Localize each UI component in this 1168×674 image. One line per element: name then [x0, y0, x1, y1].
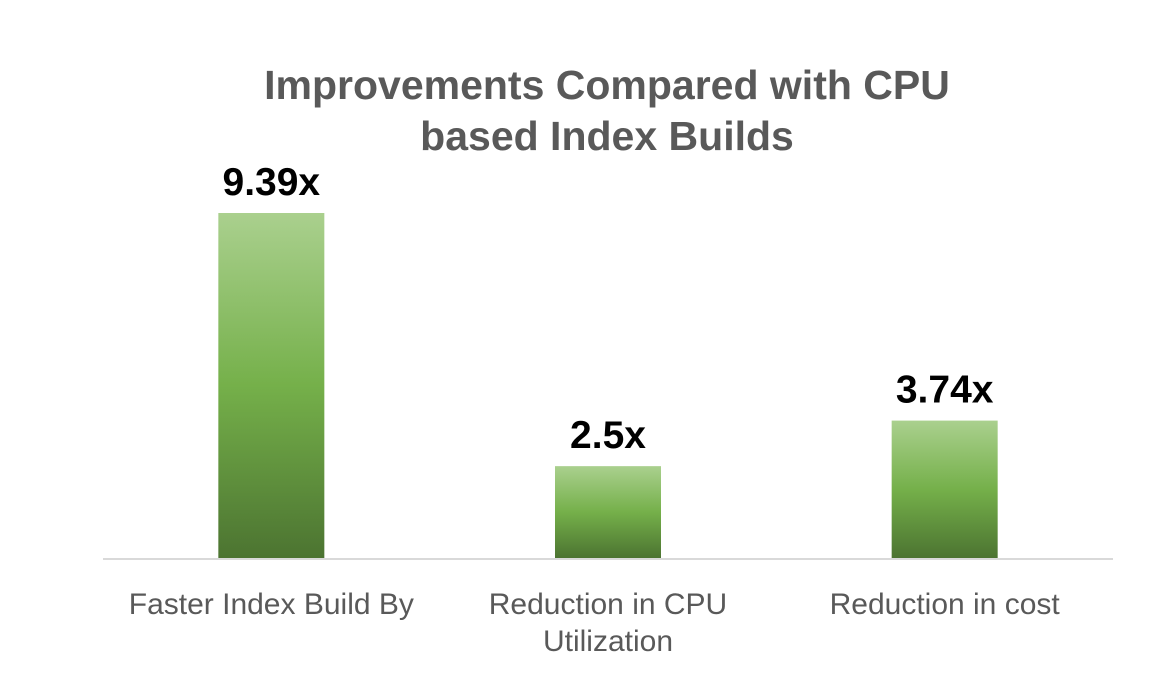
category-label-1-line-1: Utilization	[543, 625, 673, 658]
chart-title-line-1: Improvements Compared with CPU	[264, 62, 950, 108]
bar-1	[555, 466, 661, 558]
bar-0	[218, 213, 325, 558]
category-label-0: Faster Index Build By	[129, 588, 414, 621]
data-label-0: 9.39x	[223, 161, 321, 204]
data-label-1: 2.5x	[570, 414, 646, 457]
category-label-2: Reduction in cost	[830, 588, 1061, 621]
category-label-1: Reduction in CPU	[489, 588, 727, 621]
bar-2	[891, 420, 998, 558]
chart-title-line-2: based Index Builds	[420, 113, 794, 159]
data-label-2: 3.74x	[896, 369, 994, 412]
